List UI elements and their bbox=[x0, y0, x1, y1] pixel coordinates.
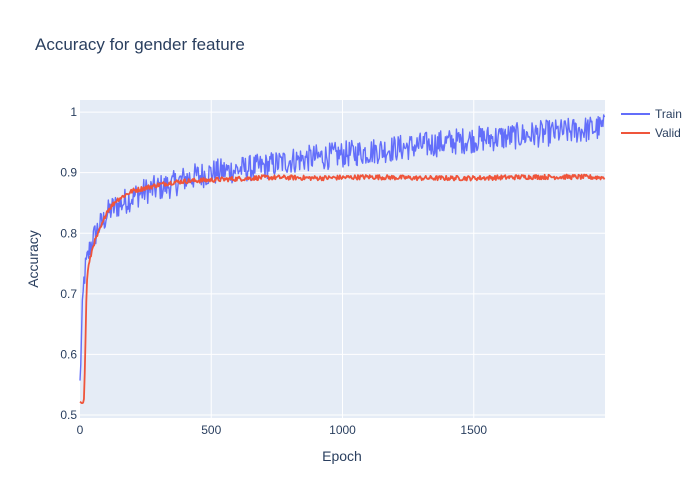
y-tick-label: 0.7 bbox=[60, 287, 77, 301]
series-lines bbox=[79, 114, 606, 404]
valid-series-line bbox=[79, 173, 606, 404]
x-tick-label: 1000 bbox=[329, 423, 356, 437]
y-tick-label: 0.8 bbox=[60, 226, 77, 240]
x-tick-labels: 0 500 1000 1500 bbox=[77, 423, 488, 437]
x-axis-title: Epoch bbox=[322, 448, 362, 464]
x-tick-label: 1500 bbox=[460, 423, 487, 437]
legend-item-valid[interactable]: Valid bbox=[621, 126, 681, 140]
y-tick-label: 0.6 bbox=[60, 347, 77, 361]
y-tick-label: 0.9 bbox=[60, 166, 77, 180]
chart-title: Accuracy for gender feature bbox=[35, 35, 245, 54]
train-series-line bbox=[79, 114, 606, 381]
y-axis-title: Accuracy bbox=[25, 230, 41, 288]
y-tick-label: 0.5 bbox=[60, 408, 77, 422]
y-tick-labels: 0.5 0.6 0.7 0.8 0.9 1 bbox=[60, 105, 77, 422]
y-gridlines bbox=[80, 111, 605, 416]
x-tick-label: 0 bbox=[77, 423, 84, 437]
legend[interactable]: Train Valid bbox=[621, 107, 682, 140]
x-tick-label: 500 bbox=[201, 423, 221, 437]
legend-label: Train bbox=[655, 107, 682, 121]
y-tick-label: 1 bbox=[70, 105, 77, 119]
legend-label: Valid bbox=[655, 126, 681, 140]
legend-item-train[interactable]: Train bbox=[621, 107, 682, 121]
